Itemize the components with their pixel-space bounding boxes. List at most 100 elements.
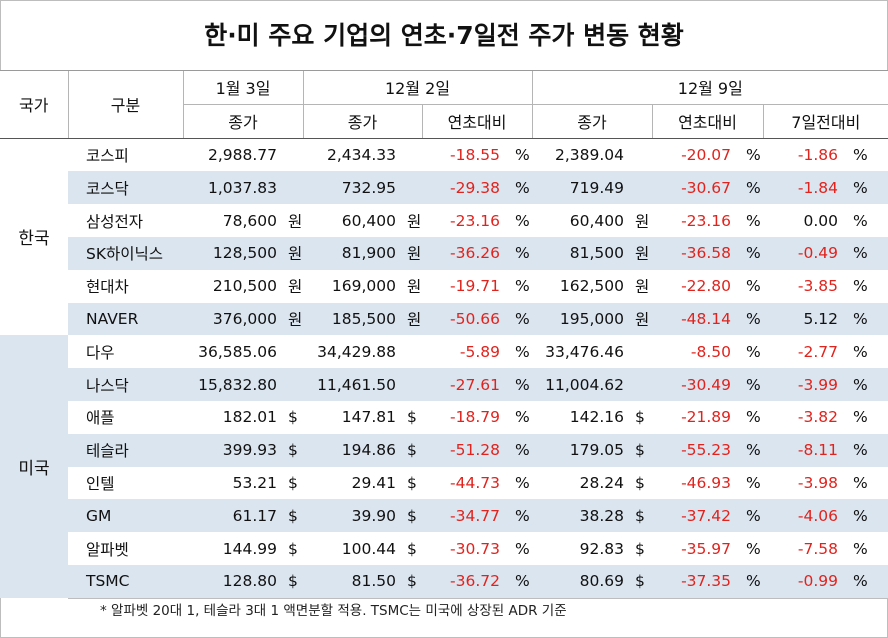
dec9-week-pct: % [843, 204, 888, 237]
country-korea: 한국 [0, 138, 68, 336]
jan3-close: 376,000 [183, 302, 282, 336]
row-name: NAVER [68, 302, 183, 336]
jan3-close: 15,832.80 [183, 368, 282, 401]
dec2-close: 169,000 [303, 269, 402, 303]
header-country: 국가 [0, 70, 68, 139]
dec2-unit: 원 [401, 204, 423, 237]
stock-table: 국가 구분 1월 3일 12월 2일 12월 9일 종가 종가 연초대비 종가 … [0, 70, 888, 599]
dec9-close: 92.83 [532, 532, 630, 565]
dec9-ytd: -55.23 [652, 433, 737, 467]
dec9-unit: $ [629, 564, 653, 599]
dec9-week: -1.86 [763, 138, 844, 172]
dec2-ytd: -30.73 [422, 532, 506, 565]
dec9-ytd: -22.80 [652, 269, 737, 303]
dec2-close: 194.86 [303, 433, 402, 467]
dec2-ytd-pct: % [505, 236, 533, 270]
dec2-ytd: -29.38 [422, 171, 506, 205]
dec2-ytd: -18.79 [422, 400, 506, 434]
dec9-close: 81,500 [532, 236, 630, 270]
jan3-unit: $ [282, 499, 304, 533]
dec2-unit: $ [401, 564, 423, 599]
dec9-close: 80.69 [532, 564, 630, 599]
dec9-ytd-pct: % [736, 466, 764, 500]
dec2-ytd-pct: % [505, 138, 533, 172]
jan3-close: 2,988.77 [183, 138, 282, 172]
dec9-unit: 원 [629, 269, 653, 303]
dec2-close: 29.41 [303, 466, 402, 500]
dec2-ytd-pct: % [505, 302, 533, 336]
jan3-unit: $ [282, 532, 304, 565]
jan3-close: 36,585.06 [183, 335, 282, 369]
jan3-close: 128.80 [183, 564, 282, 599]
dec9-unit [629, 368, 653, 401]
table-row: 애플 182.01 $147.81 $ -18.79% 142.16 $ -21.89% -3.… [0, 400, 888, 434]
dec9-week-pct: % [843, 532, 888, 565]
country-usa: 미국 [0, 335, 68, 599]
table-row: 테슬라 399.93 $194.86 $ -51.28% 179.05 $ -55.23% -8… [0, 433, 888, 467]
dec9-week-pct: % [843, 433, 888, 467]
dec2-ytd: -27.61 [422, 368, 506, 401]
header-row-2: 종가 종가 연초대비 종가 연초대비 7일전대비 [0, 104, 888, 139]
jan3-close: 78,600 [183, 204, 282, 237]
dec9-week-pct: % [843, 335, 888, 369]
dec2-ytd-pct: % [505, 368, 533, 401]
dec2-close: 185,500 [303, 302, 402, 336]
dec2-unit: $ [401, 499, 423, 533]
dec9-week-pct: % [843, 400, 888, 434]
dec9-close: 162,500 [532, 269, 630, 303]
dec9-week-pct: % [843, 368, 888, 401]
row-name: GM [68, 499, 183, 533]
dec9-ytd-pct: % [736, 302, 764, 336]
dec9-week-pct: % [843, 138, 888, 172]
row-name: 다우 [68, 335, 183, 369]
dec9-ytd-pct: % [736, 400, 764, 434]
dec2-ytd: -34.77 [422, 499, 506, 533]
jan3-unit: $ [282, 433, 304, 467]
dec9-ytd: -8.50 [652, 335, 737, 369]
table-row: GM 61.17 $39.90 $ -34.77% 38.28 $ -37.42% -4.06% [0, 499, 888, 533]
dec9-close: 195,000 [532, 302, 630, 336]
dec9-week-pct: % [843, 499, 888, 533]
table-row: SK하이닉스 128,500 원 81,900 원 -36.26% 81,500 원 -36.5… [0, 236, 888, 270]
jan3-unit: $ [282, 466, 304, 500]
row-name: 현대차 [68, 269, 183, 303]
dec9-ytd: -23.16 [652, 204, 737, 237]
dec9-week: -1.84 [763, 171, 844, 205]
dec2-ytd-pct: % [505, 171, 533, 205]
dec2-unit: 원 [401, 269, 423, 303]
dec9-week: 5.12 [763, 302, 844, 336]
jan3-unit [282, 138, 304, 172]
dec2-ytd: -36.26 [422, 236, 506, 270]
dec9-week: -3.82 [763, 400, 844, 434]
row-name: 애플 [68, 400, 183, 434]
dec2-ytd: -44.73 [422, 466, 506, 500]
dec2-ytd-pct: % [505, 466, 533, 500]
table-row: 나스닥 15,832.80 11,461.50 -27.61% 11,004.62 -30… [0, 368, 888, 401]
dec2-ytd-pct: % [505, 532, 533, 565]
dec9-unit: $ [629, 499, 653, 533]
dec2-ytd: -50.66 [422, 302, 506, 336]
dec9-week-pct: % [843, 564, 888, 599]
header-dec2-close: 종가 [302, 104, 423, 139]
dec2-ytd: -5.89 [422, 335, 506, 369]
dec9-ytd-pct: % [736, 204, 764, 237]
table-row: 삼성전자 78,600 원 60,400 원 -23.16% 60,400 원 -23.16% 0… [0, 204, 888, 237]
dec2-unit: $ [401, 532, 423, 565]
dec9-ytd: -46.93 [652, 466, 737, 500]
dec9-ytd-pct: % [736, 499, 764, 533]
dec2-unit [401, 138, 423, 172]
dec9-week-pct: % [843, 269, 888, 303]
dec2-close: 81,900 [303, 236, 402, 270]
dec2-ytd: -19.71 [422, 269, 506, 303]
dec9-unit [629, 335, 653, 369]
dec9-ytd: -35.97 [652, 532, 737, 565]
dec9-week: -8.11 [763, 433, 844, 467]
dec9-ytd: -37.42 [652, 499, 737, 533]
header-dec2-ytd: 연초대비 [421, 104, 533, 139]
dec2-ytd: -18.55 [422, 138, 506, 172]
jan3-close: 182.01 [183, 400, 282, 434]
jan3-unit: 원 [282, 302, 304, 336]
dec9-ytd-pct: % [736, 171, 764, 205]
dec9-ytd: -30.49 [652, 368, 737, 401]
dec2-ytd: -23.16 [422, 204, 506, 237]
